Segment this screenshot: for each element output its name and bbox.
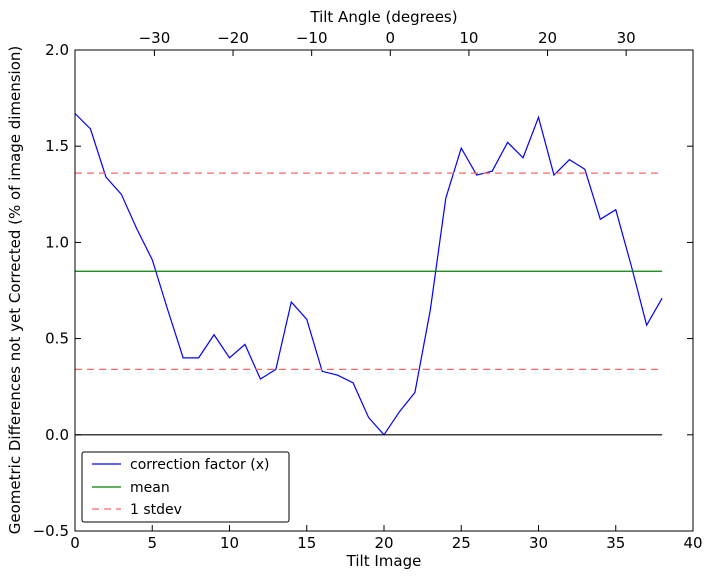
x-tick-label: 5 xyxy=(147,534,157,552)
y-tick-label: 0.0 xyxy=(45,426,69,444)
top-tick-label: 30 xyxy=(617,29,636,47)
top-tick-label: 20 xyxy=(538,29,557,47)
x-axis-label: Tilt Image xyxy=(346,552,422,570)
bottom-x-axis: 0 5 10 15 20 25 30 35 40 xyxy=(70,525,703,552)
top-tick-label: −30 xyxy=(139,29,171,47)
legend-box xyxy=(81,451,290,523)
x-tick-label: 25 xyxy=(452,534,471,552)
top-tick-label: 0 xyxy=(386,29,396,47)
x-tick-label: 20 xyxy=(374,534,393,552)
y-axis-label: Geometric Differences not yet Corrected … xyxy=(6,46,24,535)
top-x-axis: −30 −20 −10 0 10 20 30 xyxy=(139,29,636,56)
legend-label-correction: correction factor (x) xyxy=(130,457,269,473)
y-tick-label: 1.5 xyxy=(45,137,69,155)
series-line-0 xyxy=(74,113,663,436)
y-axis: −0.5 0.0 0.5 1.0 1.5 2.0 xyxy=(33,41,693,540)
plot-lines xyxy=(74,113,663,436)
legend-label-stdev: 1 stdev xyxy=(130,502,182,518)
x-tick-label: 0 xyxy=(70,534,80,552)
x-tick-label: 30 xyxy=(529,534,548,552)
top-tick-label: −20 xyxy=(217,29,249,47)
legend-label-mean: mean xyxy=(130,480,170,496)
x-tick-label: 40 xyxy=(683,534,702,552)
top-tick-label: 10 xyxy=(459,29,478,47)
y-tick-label: 2.0 xyxy=(45,41,69,59)
x-tick-label: 35 xyxy=(606,534,625,552)
y-tick-label: 1.0 xyxy=(45,233,69,251)
top-x-axis-label: Tilt Angle (degrees) xyxy=(309,8,457,26)
x-tick-label: 10 xyxy=(220,534,239,552)
y-tick-label: 0.5 xyxy=(45,330,69,348)
legend: correction factor (x) mean 1 stdev xyxy=(81,451,290,523)
top-tick-label: −10 xyxy=(296,29,328,47)
x-tick-label: 15 xyxy=(297,534,316,552)
y-tick-label: −0.5 xyxy=(33,522,69,540)
